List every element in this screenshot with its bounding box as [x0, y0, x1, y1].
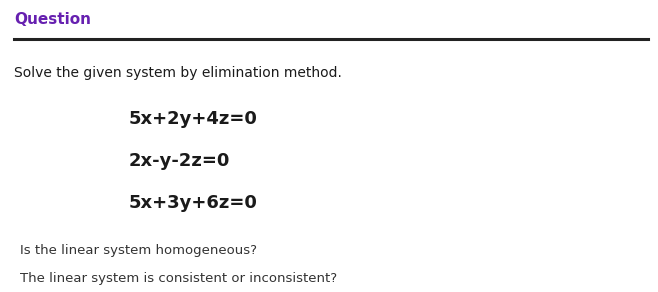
- Text: The linear system is consistent or inconsistent?: The linear system is consistent or incon…: [20, 272, 337, 285]
- Text: Is the linear system homogeneous?: Is the linear system homogeneous?: [20, 244, 257, 257]
- Text: Solve the given system by elimination method.: Solve the given system by elimination me…: [14, 66, 342, 80]
- Text: Question: Question: [14, 12, 91, 27]
- Text: 2x-y-2z=0: 2x-y-2z=0: [128, 152, 230, 170]
- Text: 5x+2y+4z=0: 5x+2y+4z=0: [128, 110, 257, 128]
- Text: 5x+3y+6z=0: 5x+3y+6z=0: [128, 194, 257, 212]
